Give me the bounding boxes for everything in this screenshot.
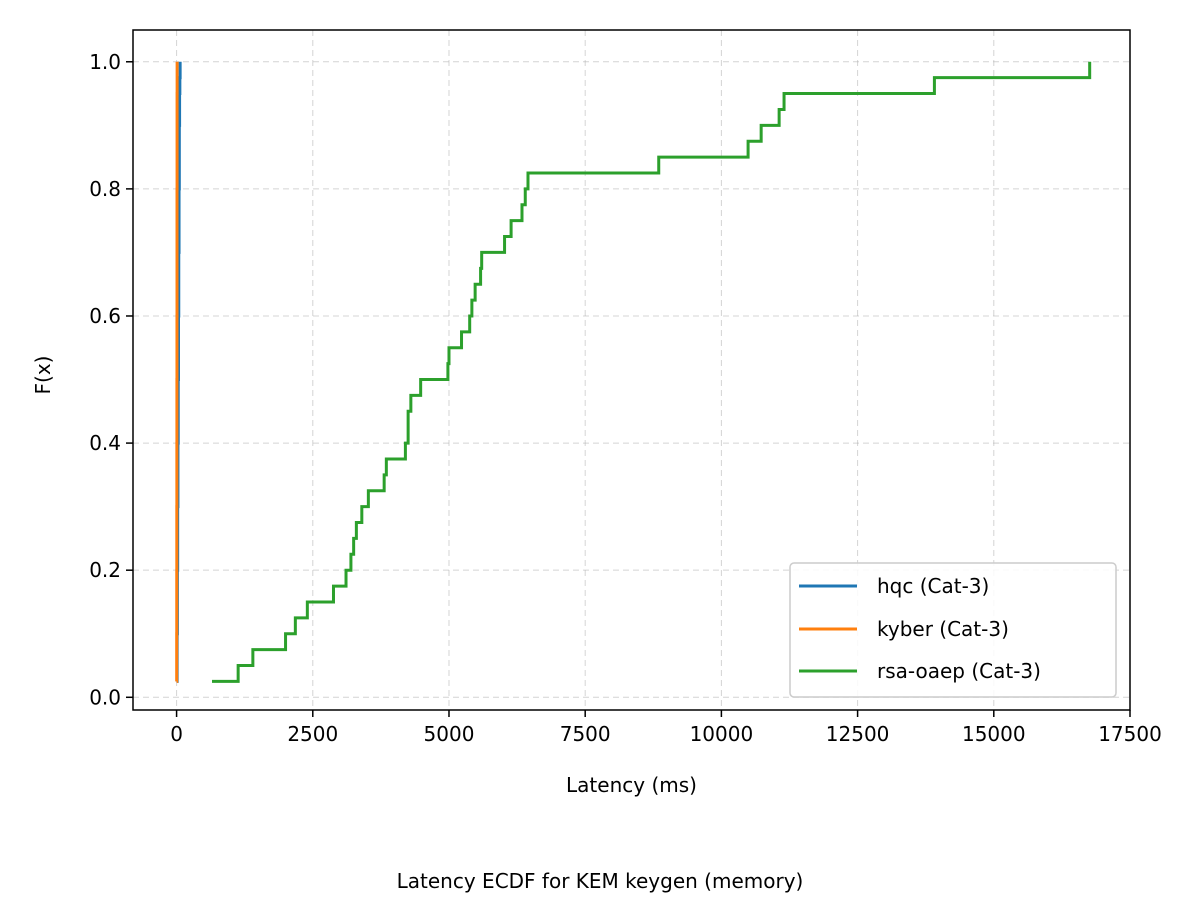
y-tick-label: 1.0 xyxy=(89,50,121,74)
legend-label-rsa-oaep: rsa-oaep (Cat-3) xyxy=(877,659,1041,683)
x-tick-label: 10000 xyxy=(690,722,754,746)
legend-box xyxy=(789,562,1117,698)
plot-frame xyxy=(132,29,1131,711)
y-tick-label: 0.8 xyxy=(89,177,121,201)
legend-label-kyber: kyber (Cat-3) xyxy=(877,617,1009,641)
x-tick-label: 7500 xyxy=(560,722,611,746)
figure-caption: Latency ECDF for KEM keygen (memory) xyxy=(397,869,804,893)
x-tick-label: 12500 xyxy=(826,722,890,746)
series-line-rsa-oaep xyxy=(212,61,1092,683)
x-tick-label: 2500 xyxy=(287,722,338,746)
legend: hqc (Cat-3) kyber (Cat-3) rsa-oaep (Cat-… xyxy=(789,562,1117,698)
y-axis-label: F(x) xyxy=(31,356,55,395)
x-tick-label: 5000 xyxy=(424,722,475,746)
x-tick-label: 17500 xyxy=(1098,722,1162,746)
y-tick-label: 0.0 xyxy=(89,685,121,709)
x-tick-label: 15000 xyxy=(962,722,1026,746)
x-tick-label: 0 xyxy=(170,722,183,746)
tick-layer: 0 2500 5000 7500 10000 12500 15000 17500 0.0 0.2 0… xyxy=(89,50,1162,746)
y-tick-label: 0.2 xyxy=(89,558,121,582)
y-tick-label: 0.4 xyxy=(89,431,121,455)
x-axis-label: Latency (ms) xyxy=(566,773,697,797)
y-tick-label: 0.6 xyxy=(89,304,121,328)
series-layer xyxy=(175,61,1092,683)
legend-label-hqc: hqc (Cat-3) xyxy=(877,574,989,598)
